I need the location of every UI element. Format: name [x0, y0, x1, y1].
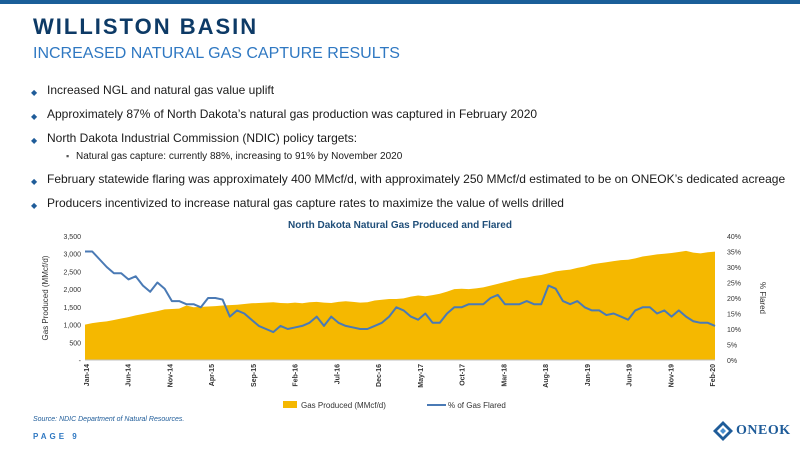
- page-number: PAGE 9: [33, 432, 80, 441]
- sub-bullet-list: ▪ Natural gas capture: currently 88%, inc…: [47, 150, 790, 163]
- x-tick-label: Sep-15: [251, 364, 258, 387]
- chart-title: North Dakota Natural Gas Produced and Fl…: [288, 220, 512, 231]
- x-tick-label: Jan-19: [585, 364, 592, 386]
- y-tick-label: 1,500: [63, 305, 81, 312]
- diamond-bullet-icon: ◆: [31, 112, 38, 121]
- y2-axis-title: % Flared: [758, 282, 767, 314]
- x-tick-label: Jul-16: [334, 364, 341, 384]
- bullet-list: ◆ Increased NGL and natural gas value upl…: [30, 82, 790, 219]
- gas-produced-area: [85, 250, 715, 360]
- x-tick-label: Feb-20: [710, 364, 717, 387]
- x-tick-label: Jun-19: [627, 364, 634, 387]
- bullet-text: Producers incentivized to increase natur…: [47, 196, 564, 210]
- y2-tick-label: 10%: [727, 327, 741, 334]
- page-title: WILLISTON BASIN: [33, 14, 259, 39]
- x-tick-label: Nov-19: [668, 364, 675, 387]
- bullet-item: ◆ Producers incentivized to increase natu…: [30, 195, 790, 211]
- x-tick-label: Aug-18: [543, 364, 550, 388]
- y2-tick-label: 30%: [727, 265, 741, 272]
- y2-tick-label: 25%: [727, 281, 741, 288]
- x-tick-label: Jun-14: [126, 364, 133, 387]
- x-tick-label: May-17: [418, 364, 425, 388]
- y-axis-title: Gas Produced (MMcf/d): [41, 255, 50, 340]
- bullet-item: ◆ Increased NGL and natural gas value upl…: [30, 82, 790, 98]
- diamond-bullet-icon: ◆: [31, 177, 38, 186]
- y2-tick-label: 5%: [727, 343, 737, 350]
- y2-tick-label: 0%: [727, 358, 737, 365]
- x-tick-label: Feb-16: [293, 364, 300, 387]
- legend-line-label: % of Gas Flared: [448, 401, 506, 410]
- bullet-item: ◆ North Dakota Industrial Commission (NDI…: [30, 130, 790, 163]
- top-accent-bar: [0, 0, 800, 4]
- oneok-logo: ONEOK: [712, 418, 792, 444]
- x-tick-label: Apr-15: [209, 364, 216, 386]
- y-tick-label: 500: [69, 340, 81, 347]
- bullet-text: Increased NGL and natural gas value upli…: [47, 83, 275, 97]
- bullet-text: February statewide flaring was approxima…: [47, 172, 786, 186]
- page-subtitle: INCREASED NATURAL GAS CAPTURE RESULTS: [33, 45, 400, 62]
- sub-bullet-item: ▪ Natural gas capture: currently 88%, inc…: [47, 150, 790, 163]
- x-tick-label: Dec-16: [376, 364, 383, 387]
- gas-chart: North Dakota Natural Gas Produced and Fl…: [41, 220, 767, 410]
- y2-tick-label: 15%: [727, 312, 741, 319]
- y2-tick-label: 20%: [727, 296, 741, 303]
- x-tick-label: Nov-14: [167, 364, 174, 387]
- flared-percent-line: [85, 250, 716, 334]
- y-tick-label: 2,500: [63, 269, 81, 276]
- diamond-bullet-icon: ◆: [31, 201, 38, 210]
- y2-tick-label: 40%: [727, 234, 741, 241]
- y-tick-label: 3,000: [63, 252, 81, 259]
- small-bullet-icon: ▪: [66, 151, 70, 161]
- diamond-bullet-icon: ◆: [31, 88, 38, 97]
- bullet-text: North Dakota Industrial Commission (NDIC…: [47, 131, 358, 145]
- y2-tick-label: 35%: [727, 250, 741, 257]
- logo-text: ONEOK: [736, 423, 791, 438]
- bullet-text: Approximately 87% of North Dakota’s natu…: [47, 107, 538, 121]
- x-tick-label: Mar-18: [501, 364, 508, 387]
- x-tick-label: Oct-17: [460, 364, 467, 386]
- y-tick-label: 2,000: [63, 287, 81, 294]
- legend-area-label: Gas Produced (MMcf/d): [301, 401, 386, 410]
- legend-area-swatch: [283, 401, 297, 408]
- bullet-item: ◆ February statewide flaring was approxim…: [30, 171, 790, 187]
- logo-mark-icon: [713, 421, 733, 441]
- y-tick-label: 3,500: [63, 234, 81, 241]
- y-tick-label: -: [79, 358, 82, 365]
- y-tick-label: 1,000: [63, 323, 81, 330]
- diamond-bullet-icon: ◆: [31, 136, 38, 145]
- bullet-item: ◆ Approximately 87% of North Dakota’s nat…: [30, 106, 790, 122]
- sub-bullet-text: Natural gas capture: currently 88%, incr…: [76, 151, 403, 162]
- x-tick-label: Jan-14: [84, 364, 91, 386]
- source-note: Source: NDIC Department of Natural Resou…: [33, 416, 185, 423]
